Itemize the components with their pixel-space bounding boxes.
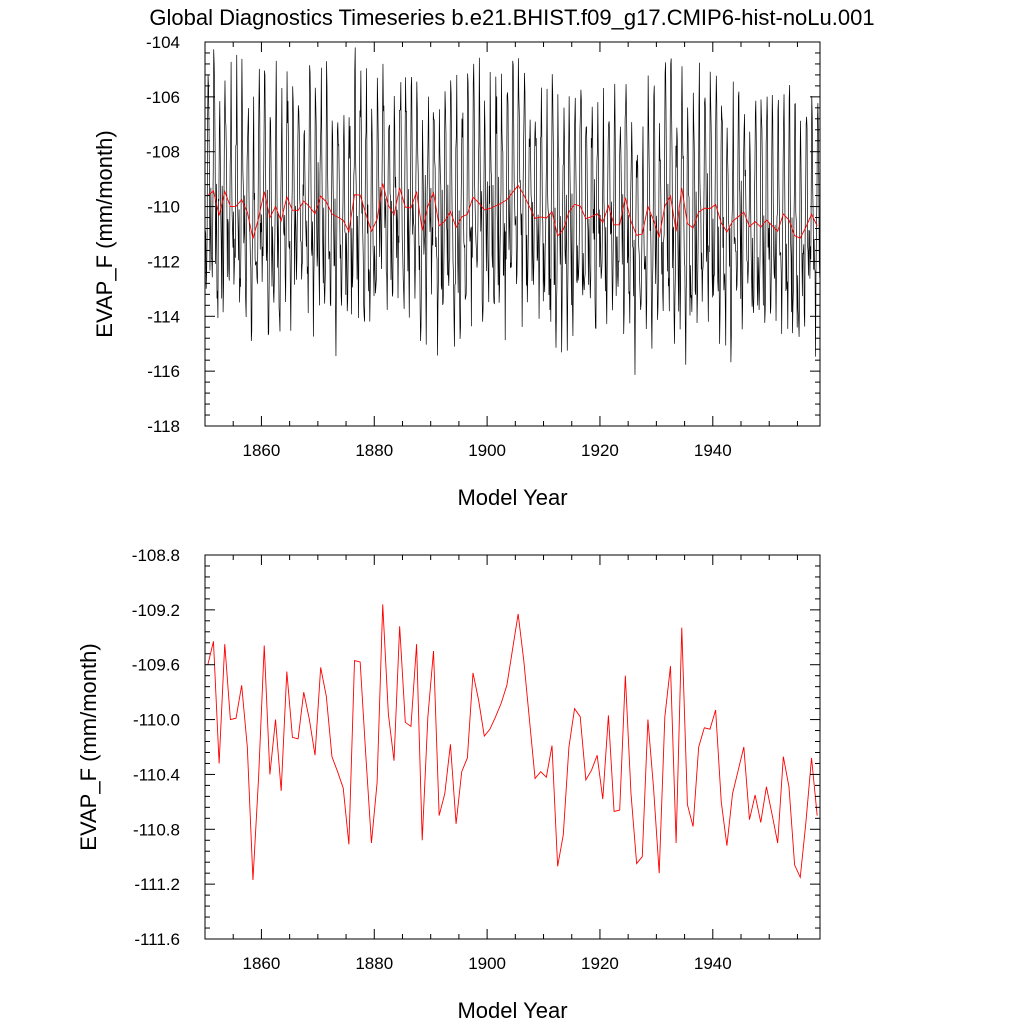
plot-frame <box>204 554 821 940</box>
y-tick-label: -112 <box>147 252 180 271</box>
y-tick-label: -109.6 <box>132 656 180 675</box>
y-tick-label: -110 <box>147 198 180 217</box>
y-tick-label: -110.8 <box>133 820 180 839</box>
y-tick-label: -114 <box>147 307 180 326</box>
y-tick-label: -116 <box>147 362 180 381</box>
figure-title: Global Diagnostics Timeseries b.e21.BHIS… <box>149 5 874 30</box>
y-tick-label: -108.8 <box>132 546 180 565</box>
annual-mean-series-line <box>207 604 818 881</box>
y-tick-label: -110.0 <box>133 711 180 730</box>
x-axis-label: Model Year <box>457 485 567 510</box>
y-axis-label: EVAP_F (mm/month) <box>92 130 117 337</box>
series-layer <box>205 47 820 375</box>
y-tick-label: -108 <box>146 143 180 162</box>
x-tick-label: 1900 <box>468 954 506 973</box>
x-tick-label: 1940 <box>694 954 732 973</box>
chart-top: 1860 1880 1900 1920 1940 -104 -106 -108 -110 -112… <box>92 33 821 510</box>
y-tick-label: -111.2 <box>134 875 180 894</box>
x-axis-label: Model Year <box>457 998 567 1023</box>
plot-frame <box>204 41 821 427</box>
annual-mean-series-line <box>207 183 818 239</box>
x-tick-label: 1880 <box>355 954 393 973</box>
x-tick-label: 1940 <box>694 441 732 460</box>
y-tick-label: -109.2 <box>132 601 180 620</box>
y-tick-label: -118 <box>147 417 180 436</box>
x-tick-label: 1900 <box>468 441 506 460</box>
chart-bottom: 1860 1880 1900 1920 1940 -108.8 -109.2 -109.6 -1… <box>76 546 821 1023</box>
x-tick-label: 1880 <box>355 441 393 460</box>
y-tick-label: -104 <box>146 33 180 52</box>
x-tick-label: 1860 <box>243 441 281 460</box>
x-tick-label: 1920 <box>581 954 619 973</box>
monthly-series-line <box>205 47 820 375</box>
x-tick-label: 1860 <box>243 954 281 973</box>
axis-tick-labels: 1860 1880 1900 1920 1940 -104 -106 -108 -110 -112… <box>146 33 732 460</box>
axis-ticks <box>204 41 820 427</box>
y-tick-label: -110.4 <box>133 765 180 784</box>
y-tick-label: -106 <box>146 88 180 107</box>
series-layer <box>207 604 818 881</box>
axis-ticks <box>204 554 820 940</box>
x-tick-label: 1920 <box>581 441 619 460</box>
y-tick-label: -111.6 <box>134 930 180 949</box>
y-axis-label: EVAP_F (mm/month) <box>76 643 101 850</box>
axis-tick-labels: 1860 1880 1900 1920 1940 -108.8 -109.2 -109.6 -1… <box>132 546 732 973</box>
